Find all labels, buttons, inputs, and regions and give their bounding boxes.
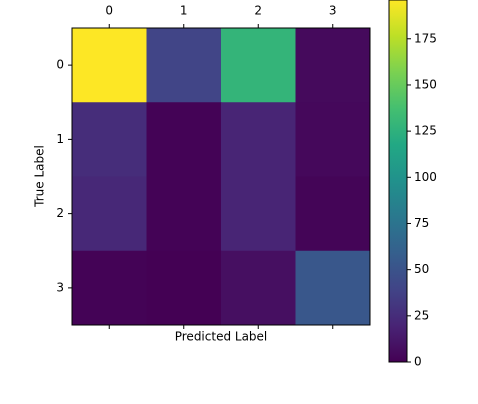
heatmap-cell [295, 28, 371, 103]
x-axis-label: Predicted Label [175, 330, 268, 344]
colorbar-tick-label: 75 [414, 216, 429, 230]
heatmap-cell [221, 250, 296, 326]
heatmap-cell [72, 28, 147, 103]
heatmap-cell [295, 102, 371, 177]
x-tick-label: 1 [180, 4, 188, 18]
y-tick-label: 1 [56, 132, 64, 146]
heatmap-cell [295, 250, 371, 326]
colorbar [388, 0, 408, 363]
y-tick-label: 3 [56, 280, 64, 294]
plot-frame [71, 27, 371, 326]
x-tick-label: 3 [329, 4, 337, 18]
colorbar-tick-label: 125 [414, 124, 437, 138]
heatmap-cell [146, 250, 222, 326]
heatmap-cell [221, 102, 296, 177]
colorbar-tick-label: 175 [414, 31, 437, 45]
heatmap-cell [72, 102, 147, 177]
colorbar-tick-label: 0 [414, 355, 422, 369]
y-tick-label: 0 [56, 58, 64, 72]
heatmap-cell [221, 176, 296, 252]
x-tick-label: 2 [254, 4, 262, 18]
x-tick-label: 0 [105, 4, 113, 18]
colorbar-tick-label: 100 [414, 170, 437, 184]
colorbar-tick-label: 150 [414, 77, 437, 91]
heatmap-cell [295, 176, 371, 252]
heatmap-cell [72, 176, 147, 252]
colorbar-tick-label: 25 [414, 308, 429, 322]
heatmap-cell [146, 176, 222, 252]
y-axis-label: True Label [33, 145, 47, 208]
y-tick-label: 2 [56, 206, 64, 220]
heatmap-cell [146, 28, 222, 103]
heatmap-cell [221, 28, 296, 103]
heatmap-cell [146, 102, 222, 177]
heatmap-cell [72, 250, 147, 326]
colorbar-tick-label: 50 [414, 262, 429, 276]
